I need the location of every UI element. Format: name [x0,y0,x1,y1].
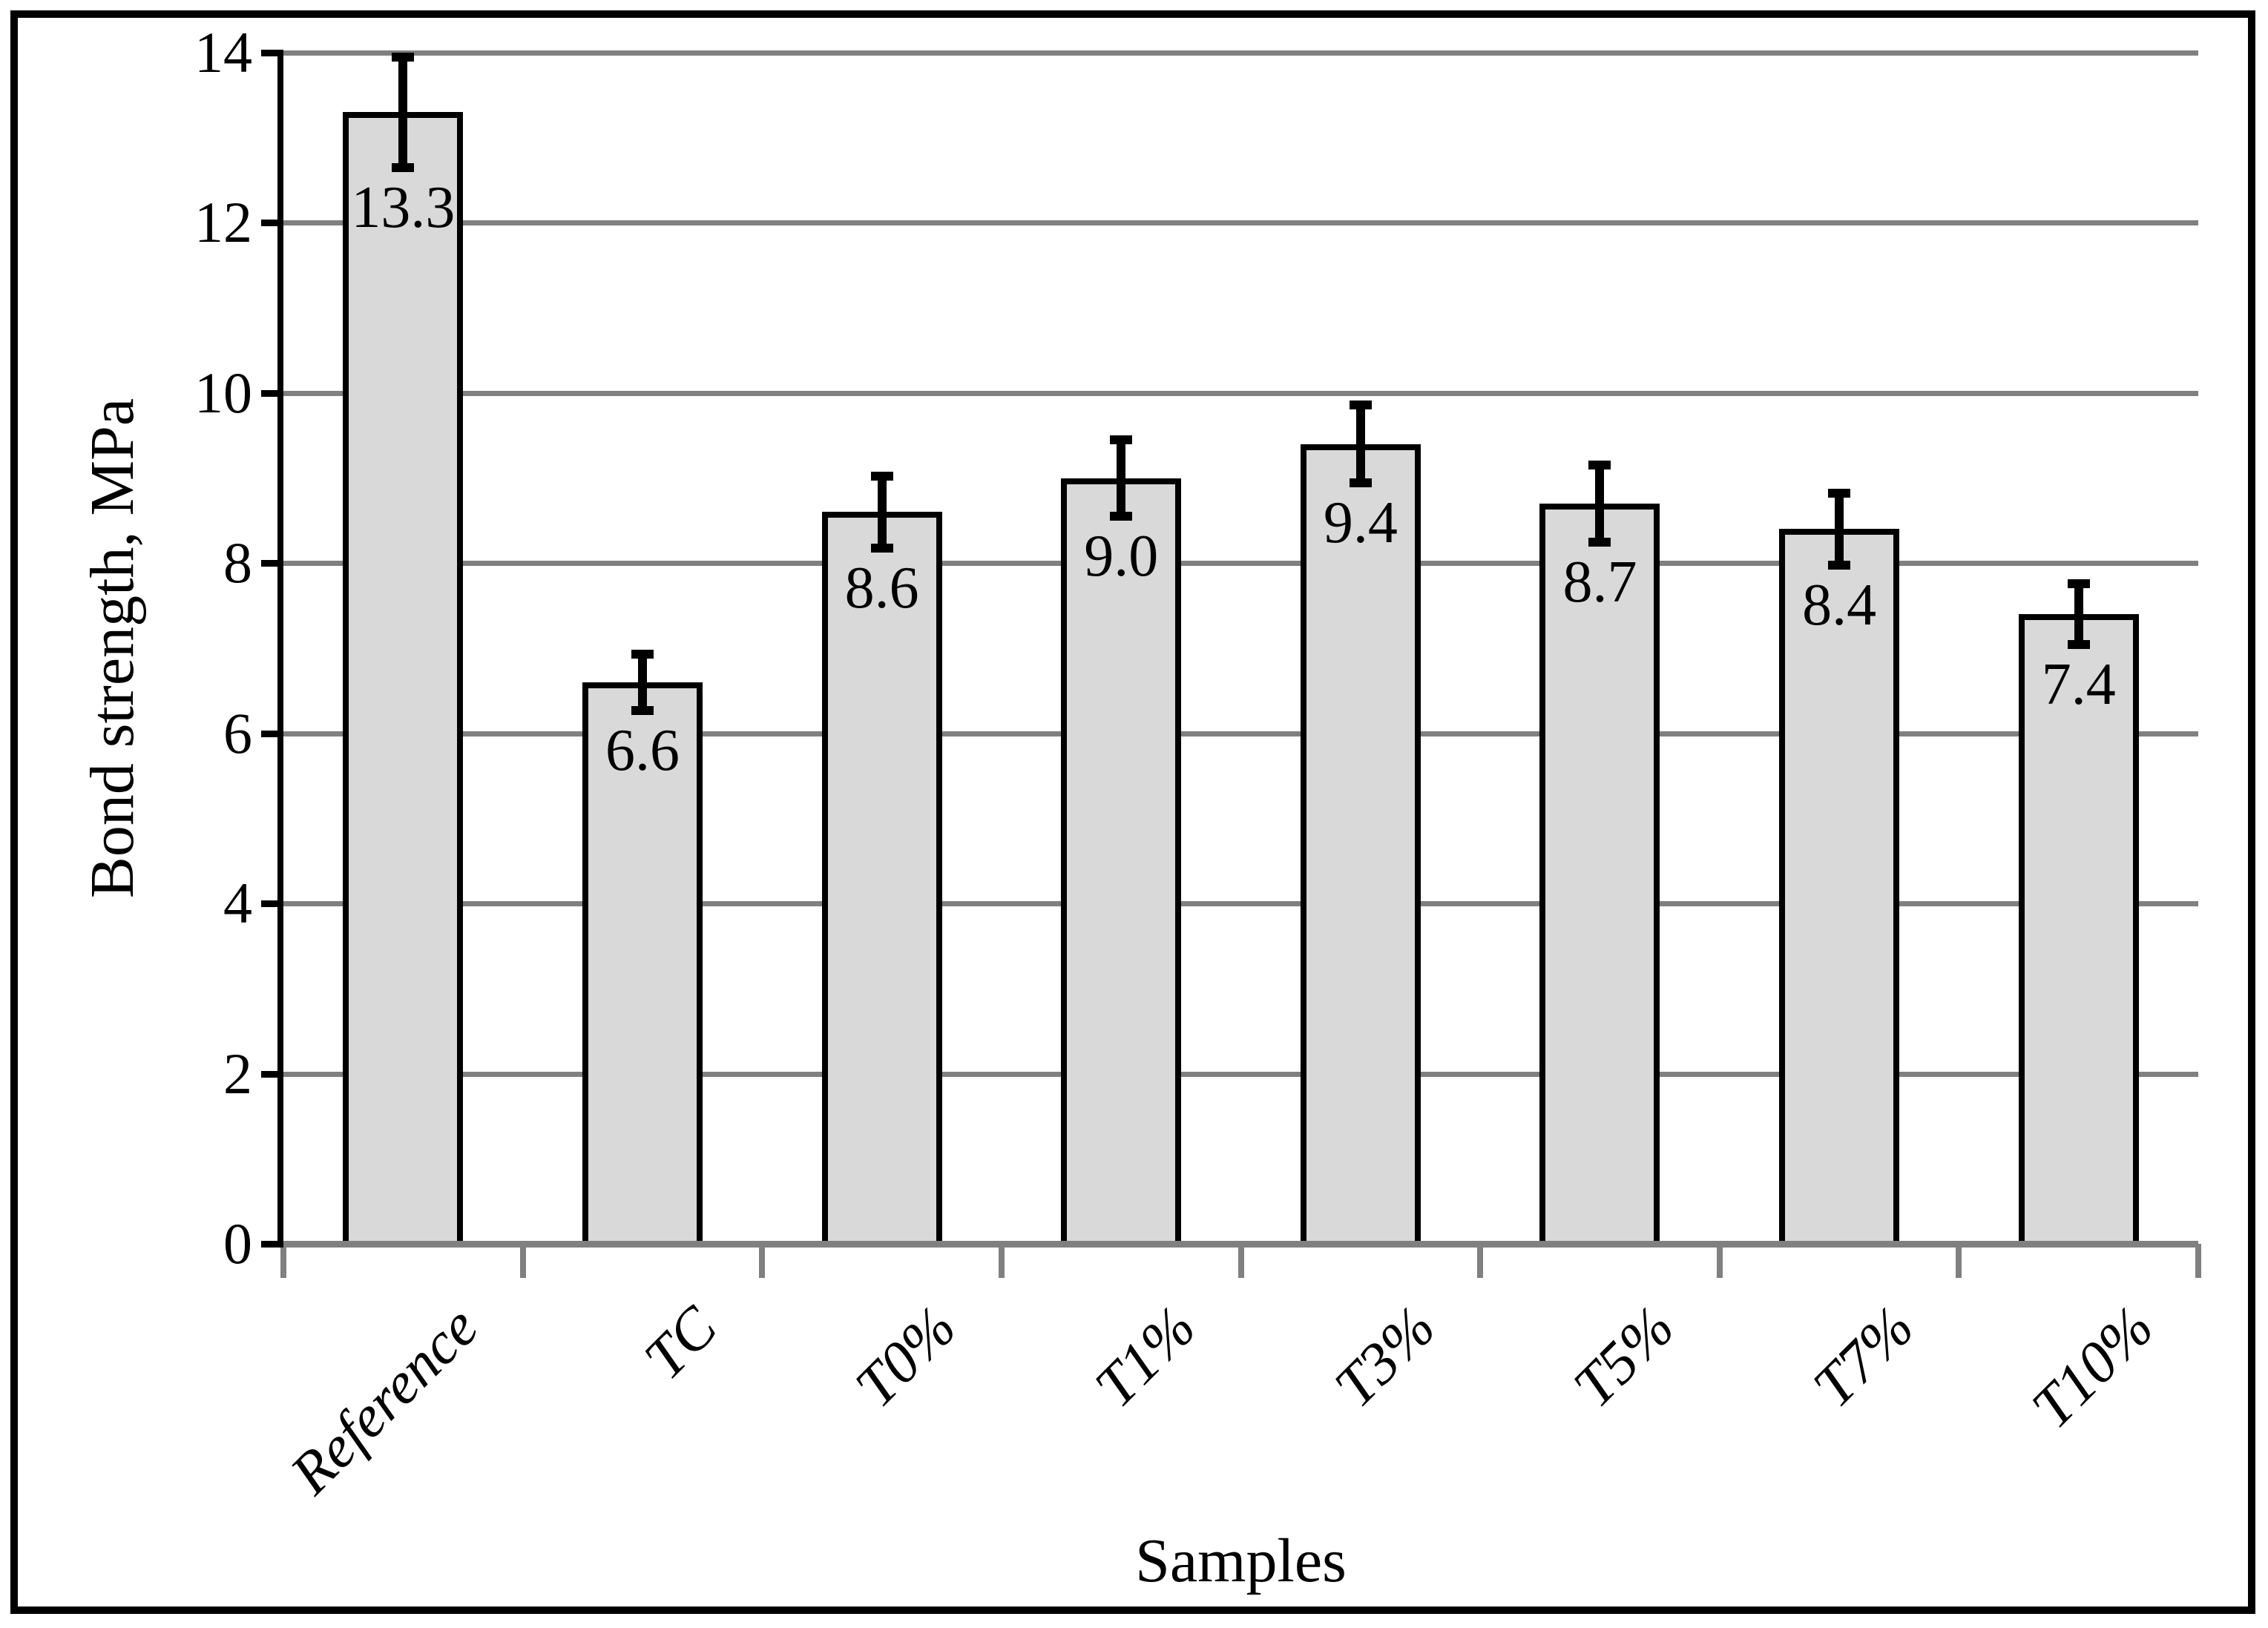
bar-T0% [821,512,942,1244]
x-axis-title: Samples [1135,1526,1347,1595]
y-axis-tick-label-2: 2 [223,1041,252,1106]
gridline-y-10 [283,390,2198,396]
bar-value-label: 13.3 [351,174,456,240]
error-bar-cap-top [2067,579,2090,588]
error-bar-cap-bottom [392,162,415,172]
error-bar-stem [398,56,408,168]
x-axis-tick [759,1244,766,1278]
gridline-y-6 [283,731,2198,736]
gridline-y-14 [283,50,2198,56]
error-bar-cap-top [870,472,893,481]
bar-value-label: 6.6 [605,717,680,783]
y-axis-tick-12 [261,220,283,227]
y-axis-tick-label-0: 0 [223,1211,252,1276]
error-bar-cap-top [631,650,654,659]
error-bar-cap-top [1349,400,1372,409]
gridline-y-8 [283,561,2198,567]
y-axis-tick-6 [261,730,283,737]
x-axis-tick [1477,1244,1484,1278]
x-axis-tick [519,1244,526,1278]
y-axis-tick-8 [261,560,283,567]
y-axis-tick-4 [261,900,283,908]
error-bar-cap-bottom [2067,640,2090,650]
bar-value-label: 8.6 [844,555,919,621]
y-axis-tick-label-4: 4 [223,871,252,936]
bar-value-label: 8.4 [1802,572,1877,638]
error-bar-cap-bottom [1828,560,1851,570]
gridline-y-12 [283,220,2198,226]
error-bar-cap-bottom [1110,512,1133,521]
bar-T1% [1061,478,1182,1244]
y-axis-tick-label-14: 14 [194,20,252,85]
error-bar-stem [1595,465,1605,542]
error-bar-cap-bottom [1349,478,1372,488]
gridline-y-2 [283,1071,2198,1077]
figure-border-frame [10,10,2255,1614]
error-bar-stem [2074,583,2083,645]
error-bar-stem [1117,439,1126,517]
error-bar-cap-bottom [1588,537,1611,547]
y-axis-tick-label-12: 12 [194,190,252,255]
y-axis-tick-0 [261,1241,283,1248]
error-bar-cap-bottom [631,705,654,715]
error-bar-cap-top [1828,489,1851,498]
error-bar-cap-top [1588,461,1611,470]
error-bar-cap-bottom [870,543,893,553]
bar-T7% [1779,529,1900,1244]
y-axis-tick-label-8: 8 [223,530,252,596]
error-bar-stem [1835,493,1844,565]
gridline-y-4 [283,901,2198,907]
x-axis-tick [280,1244,286,1278]
bar-value-label: 7.4 [2041,652,2116,718]
x-axis-tick [2195,1244,2201,1278]
bar-value-label: 9.0 [1084,524,1159,590]
y-axis-title: Bond strength, MPa [78,398,147,899]
error-bar-stem [877,476,887,548]
error-bar-cap-top [1110,435,1133,444]
y-axis-tick-2 [261,1070,283,1078]
y-axis-tick-14 [261,50,283,56]
error-bar-cap-top [392,52,415,62]
y-axis-tick-label-6: 6 [223,700,252,765]
x-axis-tick [1237,1244,1244,1278]
y-axis-line [277,50,283,1247]
error-bar-stem [637,654,647,711]
bar-T3% [1300,444,1421,1244]
y-axis-tick-label-10: 10 [194,360,252,425]
y-axis-tick-10 [261,389,283,397]
bar-T5% [1539,503,1660,1244]
x-axis-tick [1956,1244,1962,1278]
bar-value-label: 9.4 [1323,490,1398,556]
bar-Reference [343,112,464,1244]
error-bar-stem [1355,404,1365,484]
x-axis-tick [1716,1244,1723,1278]
bar-value-label: 8.7 [1562,549,1637,615]
x-axis-tick [998,1244,1005,1278]
